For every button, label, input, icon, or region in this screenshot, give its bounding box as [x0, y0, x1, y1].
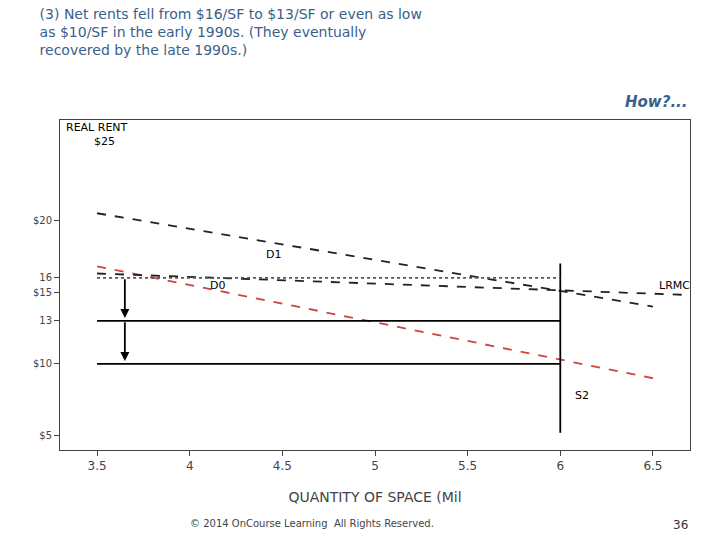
svg-text:$10: $10 [33, 358, 52, 369]
svg-text:QUANTITY OF SPACE (Mil: QUANTITY OF SPACE (Mil [288, 489, 461, 505]
svg-text:(3) Net rents fell from $16/SF: (3) Net rents fell from $16/SF to $13/SF… [40, 6, 422, 58]
svg-text:D0: D0 [210, 279, 225, 292]
svg-text:5.5: 5.5 [458, 459, 477, 473]
svg-text:16: 16 [39, 272, 52, 283]
svg-text:LRMC: LRMC [659, 279, 690, 292]
svg-text:How?...: How?... [625, 93, 688, 111]
svg-text:© 2014 OnCourse Learning All: © 2014 OnCourse Learning All Rights Rese… [190, 518, 434, 529]
svg-text:REAL RENT: REAL RENT [66, 121, 128, 134]
svg-text:$20: $20 [33, 215, 52, 226]
svg-text:$5: $5 [39, 430, 52, 441]
svg-text:3.5: 3.5 [88, 459, 107, 473]
svg-text:D1: D1 [266, 248, 281, 261]
svg-text:S2: S2 [575, 389, 589, 402]
svg-text:6.5: 6.5 [643, 459, 662, 473]
svg-text:4.5: 4.5 [273, 459, 292, 473]
svg-text:4: 4 [186, 459, 194, 473]
svg-text:$15: $15 [33, 287, 52, 298]
svg-text:36: 36 [673, 518, 688, 532]
svg-text:5: 5 [371, 459, 379, 473]
svg-text:$25: $25 [94, 135, 115, 148]
svg-text:13: 13 [39, 315, 52, 326]
svg-text:6: 6 [556, 459, 564, 473]
